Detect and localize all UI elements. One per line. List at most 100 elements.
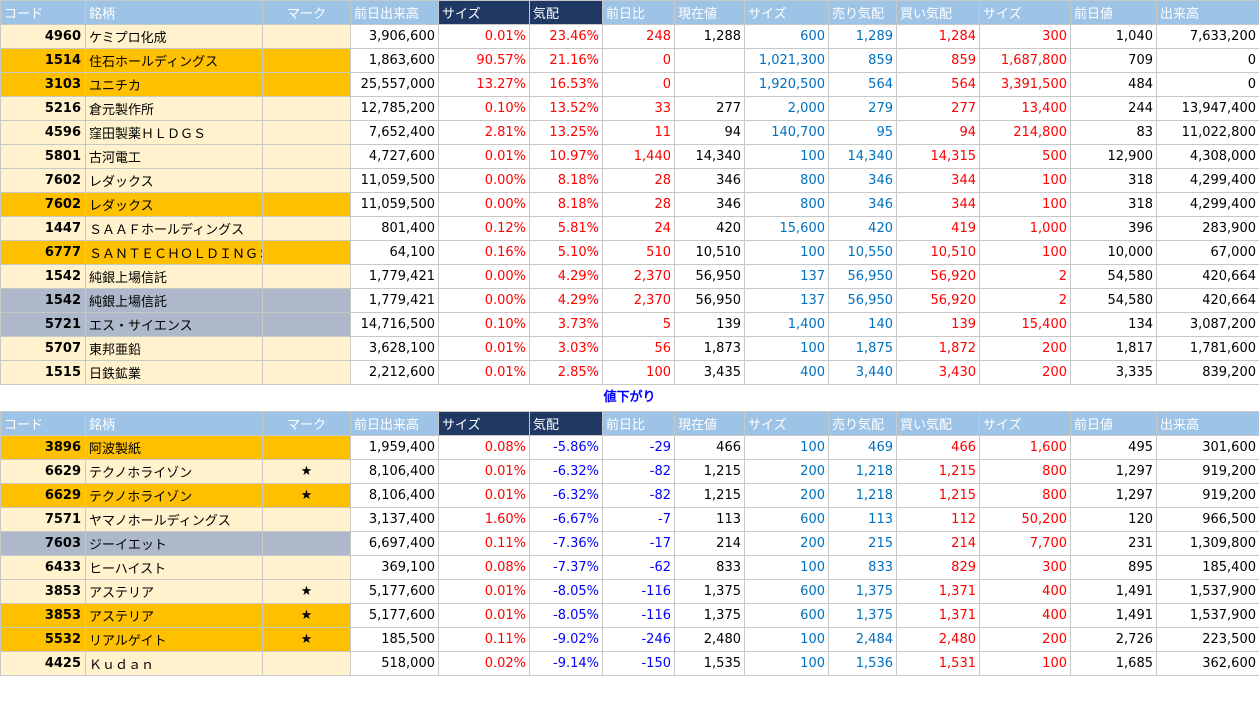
cell-size-2[interactable]: 1,687,800: [979, 48, 1071, 73]
header-quote-pct[interactable]: 気配: [529, 411, 603, 436]
cell-name[interactable]: ヤマノホールディングス: [85, 507, 263, 532]
cell-prev-price[interactable]: 1,491: [1070, 579, 1157, 604]
cell-price[interactable]: 1,873: [674, 336, 745, 361]
cell-quote-pct[interactable]: 16.53%: [529, 72, 603, 97]
cell-ask[interactable]: 2,484: [828, 627, 897, 652]
cell-size-1[interactable]: 800: [744, 168, 829, 193]
cell-name[interactable]: アステリア: [85, 579, 263, 604]
cell-size-pct[interactable]: 0.11%: [438, 627, 530, 652]
cell-quote-pct[interactable]: -6.32%: [529, 459, 603, 484]
header-price[interactable]: 現在値: [674, 0, 745, 25]
cell-size-2[interactable]: 100: [979, 192, 1071, 217]
cell-prev-volume[interactable]: 1,959,400: [350, 435, 439, 460]
cell-ask[interactable]: 14,340: [828, 144, 897, 169]
cell-prev-volume[interactable]: 2,212,600: [350, 360, 439, 385]
cell-price[interactable]: [674, 48, 745, 73]
cell-name[interactable]: ケミプロ化成: [85, 24, 263, 49]
cell-change[interactable]: -82: [602, 459, 675, 484]
cell-size-1[interactable]: 600: [744, 603, 829, 628]
header-size-1[interactable]: サイズ: [744, 411, 829, 436]
cell-change[interactable]: -116: [602, 579, 675, 604]
cell-volume[interactable]: 67,000: [1156, 240, 1259, 265]
table-row[interactable]: 6777 ＳＡＮＴＥＣＨＯＬＤＩＮＧＳ 64,100 0.16% 5.10% 510 10,…: [0, 240, 1259, 265]
cell-name[interactable]: 純銀上場信託: [85, 288, 263, 313]
cell-mark[interactable]: [262, 120, 351, 145]
table-row[interactable]: 4425 Ｋｕｄａｎ 518,000 0.02% -9.14% -150 1,535 100 1…: [0, 651, 1259, 676]
cell-bid[interactable]: 1,872: [896, 336, 980, 361]
cell-bid[interactable]: 1,215: [896, 483, 980, 508]
cell-price[interactable]: 277: [674, 96, 745, 121]
cell-quote-pct[interactable]: -6.67%: [529, 507, 603, 532]
cell-name[interactable]: ユニチカ: [85, 72, 263, 97]
cell-price[interactable]: 139: [674, 312, 745, 337]
cell-mark[interactable]: ★: [262, 459, 351, 484]
cell-size-2[interactable]: 200: [979, 627, 1071, 652]
cell-change[interactable]: 56: [602, 336, 675, 361]
cell-volume[interactable]: 3,087,200: [1156, 312, 1259, 337]
cell-size-pct[interactable]: 0.01%: [438, 483, 530, 508]
cell-change[interactable]: 510: [602, 240, 675, 265]
cell-size-2[interactable]: 500: [979, 144, 1071, 169]
header-ask[interactable]: 売り気配: [828, 411, 897, 436]
cell-volume[interactable]: 7,633,200: [1156, 24, 1259, 49]
cell-name[interactable]: ＳＡＮＴＥＣＨＯＬＤＩＮＧＳ: [85, 240, 263, 265]
table-row[interactable]: 5216 倉元製作所 12,785,200 0.10% 13.52% 33 277 2,000…: [0, 96, 1259, 121]
cell-code[interactable]: 4960: [0, 24, 86, 49]
cell-ask[interactable]: 1,375: [828, 603, 897, 628]
cell-name[interactable]: ジーイエット: [85, 531, 263, 556]
cell-code[interactable]: 5532: [0, 627, 86, 652]
cell-size-2[interactable]: 200: [979, 336, 1071, 361]
cell-change[interactable]: 2,370: [602, 288, 675, 313]
cell-price[interactable]: 1,215: [674, 459, 745, 484]
table-row[interactable]: 6433 ヒーハイスト 369,100 0.08% -7.37% -62 833 100 833…: [0, 555, 1259, 580]
cell-size-2[interactable]: 2: [979, 264, 1071, 289]
cell-size-2[interactable]: 13,400: [979, 96, 1071, 121]
cell-change[interactable]: 28: [602, 192, 675, 217]
cell-volume[interactable]: 1,309,800: [1156, 531, 1259, 556]
cell-size-pct[interactable]: 0.16%: [438, 240, 530, 265]
cell-prev-volume[interactable]: 369,100: [350, 555, 439, 580]
cell-size-1[interactable]: 600: [744, 507, 829, 532]
cell-size-2[interactable]: 100: [979, 240, 1071, 265]
table-row[interactable]: 3896 阿波製紙 1,959,400 0.08% -5.86% -29 466 100 469…: [0, 435, 1259, 460]
cell-size-2[interactable]: 400: [979, 603, 1071, 628]
cell-prev-volume[interactable]: 12,785,200: [350, 96, 439, 121]
header-name[interactable]: 銘柄: [85, 0, 263, 25]
header-price[interactable]: 現在値: [674, 411, 745, 436]
cell-code[interactable]: 7603: [0, 531, 86, 556]
header-volume[interactable]: 出来高: [1156, 0, 1259, 25]
header-size-2[interactable]: サイズ: [979, 411, 1071, 436]
cell-change[interactable]: 5: [602, 312, 675, 337]
cell-size-pct[interactable]: 0.00%: [438, 168, 530, 193]
cell-prev-volume[interactable]: 5,177,600: [350, 579, 439, 604]
cell-prev-volume[interactable]: 518,000: [350, 651, 439, 676]
cell-name[interactable]: エス・サイエンス: [85, 312, 263, 337]
cell-code[interactable]: 1514: [0, 48, 86, 73]
cell-size-pct[interactable]: 0.00%: [438, 192, 530, 217]
cell-quote-pct[interactable]: 2.85%: [529, 360, 603, 385]
cell-name[interactable]: リアルゲイト: [85, 627, 263, 652]
cell-prev-volume[interactable]: 5,177,600: [350, 603, 439, 628]
cell-prev-price[interactable]: 484: [1070, 72, 1157, 97]
table-row[interactable]: 1542 純銀上場信託 1,779,421 0.00% 4.29% 2,370 56,950…: [0, 288, 1259, 313]
cell-code[interactable]: 7602: [0, 192, 86, 217]
cell-code[interactable]: 5801: [0, 144, 86, 169]
cell-code[interactable]: 1542: [0, 264, 86, 289]
cell-name[interactable]: ヒーハイスト: [85, 555, 263, 580]
cell-mark[interactable]: [262, 168, 351, 193]
cell-prev-price[interactable]: 12,900: [1070, 144, 1157, 169]
header-prev-volume[interactable]: 前日出来高: [350, 0, 439, 25]
cell-size-1[interactable]: 200: [744, 459, 829, 484]
header-size-2[interactable]: サイズ: [979, 0, 1071, 25]
cell-ask[interactable]: 279: [828, 96, 897, 121]
cell-ask[interactable]: 56,950: [828, 288, 897, 313]
cell-size-1[interactable]: 100: [744, 336, 829, 361]
cell-bid[interactable]: 94: [896, 120, 980, 145]
cell-prev-volume[interactable]: 1,779,421: [350, 288, 439, 313]
cell-size-1[interactable]: 100: [744, 435, 829, 460]
cell-size-1[interactable]: 140,700: [744, 120, 829, 145]
cell-prev-price[interactable]: 83: [1070, 120, 1157, 145]
cell-size-2[interactable]: 3,391,500: [979, 72, 1071, 97]
cell-code[interactable]: 6433: [0, 555, 86, 580]
cell-change[interactable]: 24: [602, 216, 675, 241]
